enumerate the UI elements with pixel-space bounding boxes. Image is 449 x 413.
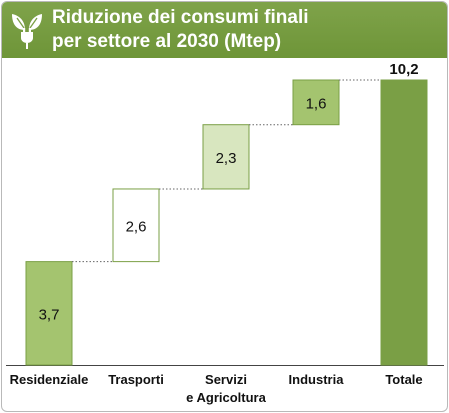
chart-title-line2: per settore al 2030 (Mtep) (52, 31, 282, 52)
bar-totale (380, 79, 428, 366)
value-label-3: 2,3 (216, 150, 237, 167)
chart-title: Riduzione dei consumi finali per settore… (52, 6, 309, 54)
category-label-3-line2: e Agricoltura (186, 390, 266, 405)
bar-industria (292, 79, 340, 126)
value-label-2: 2,6 (126, 218, 147, 235)
chart-title-line1: Riduzione dei consumi finali (52, 7, 309, 28)
value-label-5: 10,2 (389, 61, 418, 78)
leaf-plug-icon (12, 14, 42, 49)
chart-header: Riduzione dei consumi finali per settore… (2, 2, 447, 58)
category-label-3-line1: Servizi (205, 372, 247, 387)
bar-residenziale (25, 261, 73, 366)
category-label-4: Industria (289, 372, 345, 387)
category-label-2: Trasporti (108, 372, 164, 387)
category-label-1: Residenziale (10, 372, 89, 387)
category-label-5: Totale (385, 372, 422, 387)
bar-servizi-e-agricoltura (202, 124, 250, 190)
value-label-1: 3,7 (39, 306, 60, 323)
value-label-4: 1,6 (306, 95, 327, 112)
bar-trasporti (112, 188, 160, 263)
